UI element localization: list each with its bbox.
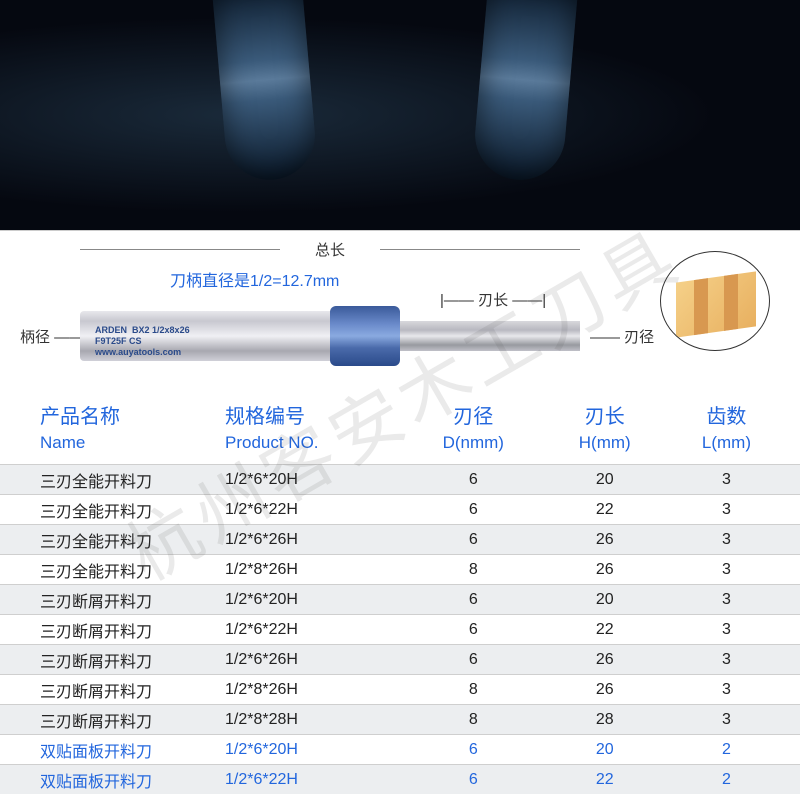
cell-no: 1/2*8*26H xyxy=(225,681,410,699)
header-h-en: H(mm) xyxy=(579,433,631,453)
header-d-en: D(nmm) xyxy=(443,433,504,453)
cell-h: 22 xyxy=(537,771,673,789)
header-teeth: 齿数 L(mm) xyxy=(673,400,780,453)
collar-part xyxy=(330,306,400,366)
router-bit-illustration: ARDEN BX2 1/2x8x26 F9T25F CS www.auyatoo… xyxy=(80,301,580,371)
cell-no: 1/2*6*22H xyxy=(225,501,410,519)
cell-no: 1/2*6*20H xyxy=(225,741,410,759)
cell-no: 1/2*8*28H xyxy=(225,711,410,729)
cell-name: 三刃全能开料刀 xyxy=(40,528,225,552)
cell-h: 26 xyxy=(537,681,673,699)
cell-l: 3 xyxy=(673,621,780,639)
cell-l: 3 xyxy=(673,531,780,549)
cell-h: 20 xyxy=(537,471,673,489)
cell-h: 22 xyxy=(537,621,673,639)
cell-l: 3 xyxy=(673,561,780,579)
cell-h: 22 xyxy=(537,501,673,519)
handle-diameter-label: 柄径 —— xyxy=(20,326,84,347)
header-diameter: 刃径 D(nmm) xyxy=(410,400,537,453)
header-product-no: 规格编号 Product NO. xyxy=(225,400,410,453)
cell-d: 6 xyxy=(410,771,537,789)
table-row: 三刃全能开料刀1/2*6*20H6203 xyxy=(0,464,800,494)
cell-name: 三刃断屑开料刀 xyxy=(40,618,225,642)
cell-l: 2 xyxy=(673,771,780,789)
cell-no: 1/2*6*22H xyxy=(225,771,410,789)
table-row: 双贴面板开料刀1/2*6*22H6222 xyxy=(0,764,800,794)
cell-d: 6 xyxy=(410,531,537,549)
cell-name: 三刃断屑开料刀 xyxy=(40,648,225,672)
cutting-flute-part xyxy=(400,321,580,351)
cell-d: 8 xyxy=(410,711,537,729)
cell-name: 三刃断屑开料刀 xyxy=(40,708,225,732)
table-row: 三刃断屑开料刀1/2*8*26H8263 xyxy=(0,674,800,704)
cell-name: 三刃断屑开料刀 xyxy=(40,588,225,612)
cell-d: 6 xyxy=(410,651,537,669)
cell-d: 6 xyxy=(410,741,537,759)
spiral-bit-left xyxy=(211,0,318,184)
table-row: 三刃断屑开料刀1/2*6*22H6223 xyxy=(0,614,800,644)
cell-h: 26 xyxy=(537,531,673,549)
wood-slot-icon xyxy=(660,251,770,351)
table-row: 三刃断屑开料刀1/2*8*28H8283 xyxy=(0,704,800,734)
cell-h: 28 xyxy=(537,711,673,729)
shank-diameter-note: 刀柄直径是1/2=12.7mm xyxy=(170,267,339,291)
header-name-zh: 产品名称 xyxy=(40,400,120,429)
cell-d: 8 xyxy=(410,561,537,579)
table-row: 三刃断屑开料刀1/2*6*20H6203 xyxy=(0,584,800,614)
table-row: 双贴面板开料刀1/2*6*20H6202 xyxy=(0,734,800,764)
header-l-zh: 齿数 xyxy=(706,400,746,429)
cell-l: 3 xyxy=(673,471,780,489)
spiral-bit-right xyxy=(471,0,578,184)
table-header-row: 产品名称 Name 规格编号 Product NO. 刃径 D(nmm) 刃长 … xyxy=(0,400,800,461)
cell-d: 6 xyxy=(410,501,537,519)
header-product-en: Product NO. xyxy=(225,433,319,453)
cell-name: 双贴面板开料刀 xyxy=(40,738,225,762)
cell-l: 3 xyxy=(673,651,780,669)
cell-l: 3 xyxy=(673,591,780,609)
table-row: 三刃断屑开料刀1/2*6*26H6263 xyxy=(0,644,800,674)
cell-d: 6 xyxy=(410,621,537,639)
header-height: 刃长 H(mm) xyxy=(537,400,673,453)
header-name: 产品名称 Name xyxy=(40,400,225,453)
cell-d: 6 xyxy=(410,471,537,489)
cell-name: 三刃全能开料刀 xyxy=(40,468,225,492)
cell-h: 26 xyxy=(537,561,673,579)
cell-h: 20 xyxy=(537,591,673,609)
shank-part: ARDEN BX2 1/2x8x26 F9T25F CS www.auyatoo… xyxy=(80,311,330,361)
cell-d: 6 xyxy=(410,591,537,609)
cell-l: 3 xyxy=(673,711,780,729)
cell-no: 1/2*6*20H xyxy=(225,591,410,609)
shank-engraving: ARDEN BX2 1/2x8x26 F9T25F CS www.auyatoo… xyxy=(95,325,190,358)
cell-no: 1/2*6*26H xyxy=(225,651,410,669)
header-name-en: Name xyxy=(40,433,85,453)
cell-l: 3 xyxy=(673,501,780,519)
header-h-zh: 刃长 xyxy=(585,400,625,429)
cell-no: 1/2*6*20H xyxy=(225,471,410,489)
cell-name: 三刃全能开料刀 xyxy=(40,558,225,582)
cell-no: 1/2*6*22H xyxy=(225,621,410,639)
cell-l: 3 xyxy=(673,681,780,699)
product-hero-photo xyxy=(0,0,800,230)
cell-no: 1/2*8*26H xyxy=(225,561,410,579)
cell-name: 双贴面板开料刀 xyxy=(40,768,225,792)
edge-diameter-label: —— 刃径 xyxy=(590,326,654,347)
header-d-zh: 刃径 xyxy=(453,400,493,429)
total-length-label: 总长 xyxy=(80,239,580,259)
header-l-en: L(mm) xyxy=(702,433,751,453)
spec-table: 三刃全能开料刀1/2*6*20H6203三刃全能开料刀1/2*6*22H6223… xyxy=(0,464,800,794)
table-row: 三刃全能开料刀1/2*6*22H6223 xyxy=(0,494,800,524)
cell-d: 8 xyxy=(410,681,537,699)
table-row: 三刃全能开料刀1/2*8*26H8263 xyxy=(0,554,800,584)
cell-name: 三刃全能开料刀 xyxy=(40,498,225,522)
cell-l: 2 xyxy=(673,741,780,759)
table-row: 三刃全能开料刀1/2*6*26H6263 xyxy=(0,524,800,554)
cell-h: 26 xyxy=(537,651,673,669)
header-product-zh: 规格编号 xyxy=(225,400,305,429)
dimension-diagram: 总长 刀柄直径是1/2=12.7mm |—— 刃长 ——| 柄径 —— —— 刃… xyxy=(0,230,800,400)
cell-no: 1/2*6*26H xyxy=(225,531,410,549)
cell-name: 三刃断屑开料刀 xyxy=(40,678,225,702)
cell-h: 20 xyxy=(537,741,673,759)
